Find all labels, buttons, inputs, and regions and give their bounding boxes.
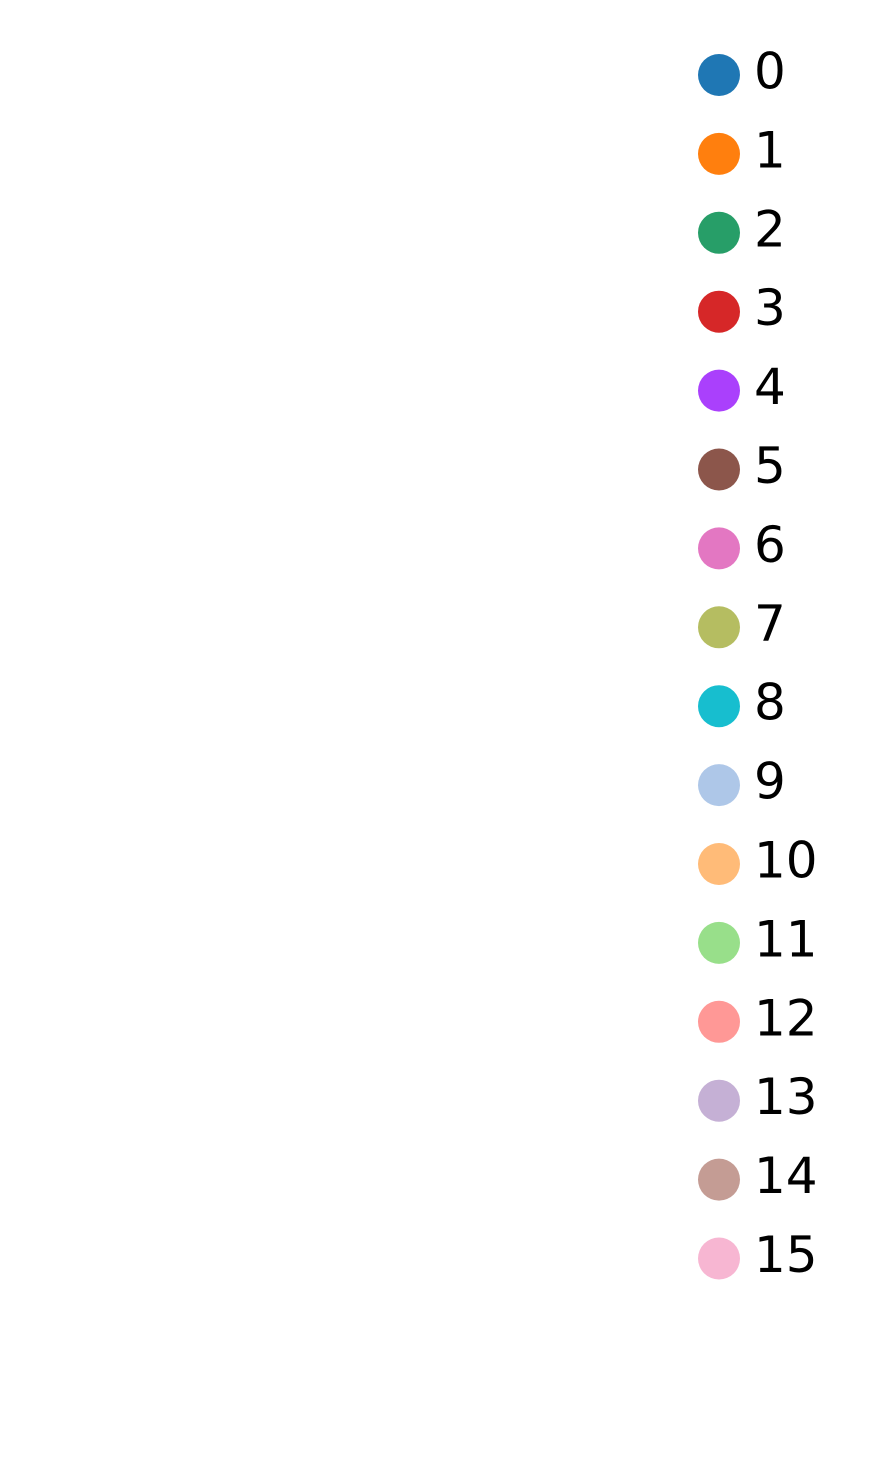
legend-label-11: 11: [754, 910, 818, 968]
legend-marker-2: [698, 211, 740, 254]
legend-label-4: 4: [754, 358, 786, 416]
legend-marker-10: [698, 843, 740, 885]
legend-label-8: 8: [754, 674, 786, 732]
legend-entry-12: 12: [698, 989, 818, 1047]
legend-label-2: 2: [754, 200, 786, 258]
legend-entry-7: 7: [698, 595, 786, 653]
legend-entry-9: 9: [698, 753, 786, 811]
legend-marker-8: [698, 685, 740, 728]
legend-marker-3: [698, 290, 740, 333]
legend-entry-5: 5: [698, 437, 786, 495]
legend-entry-11: 11: [698, 910, 818, 968]
legend-label-5: 5: [754, 437, 786, 495]
legend-entry-10: 10: [698, 832, 818, 890]
legend-marker-9: [698, 764, 740, 807]
legend-entry-13: 13: [698, 1068, 818, 1126]
legend-entry-1: 1: [698, 121, 786, 179]
legend-marker-14: [698, 1158, 740, 1201]
legend-label-1: 1: [754, 121, 786, 179]
legend-label-15: 15: [754, 1226, 818, 1284]
legend-label-9: 9: [754, 753, 786, 811]
legend-label-0: 0: [754, 43, 786, 101]
legend-marker-11: [698, 921, 740, 964]
legend-entry-15: 15: [698, 1226, 818, 1284]
legend-label-3: 3: [754, 279, 786, 337]
legend-entry-6: 6: [698, 516, 786, 574]
legend-marker-15: [698, 1237, 740, 1280]
legend-label-7: 7: [754, 595, 786, 653]
legend-label-13: 13: [754, 1068, 818, 1126]
legend-marker-12: [698, 1000, 740, 1043]
legend-marker-6: [698, 527, 740, 570]
legend-marker-0: [698, 54, 740, 96]
legend-entry-0: 0: [698, 43, 786, 101]
legend-marker-1: [698, 132, 740, 175]
legend-marker-13: [698, 1079, 740, 1122]
legend-entry-3: 3: [698, 279, 786, 337]
legend-label-14: 14: [754, 1147, 818, 1205]
legend-entry-8: 8: [698, 674, 786, 732]
legend-label-6: 6: [754, 516, 786, 574]
legend-marker-7: [698, 606, 740, 649]
legend-label-12: 12: [754, 989, 818, 1047]
legend-label-10: 10: [754, 832, 818, 890]
legend-marker-4: [698, 369, 740, 412]
legend-marker-5: [698, 448, 740, 491]
legend-entry-4: 4: [698, 358, 786, 416]
legend-entry-14: 14: [698, 1147, 818, 1205]
legend-entry-2: 2: [698, 200, 786, 258]
